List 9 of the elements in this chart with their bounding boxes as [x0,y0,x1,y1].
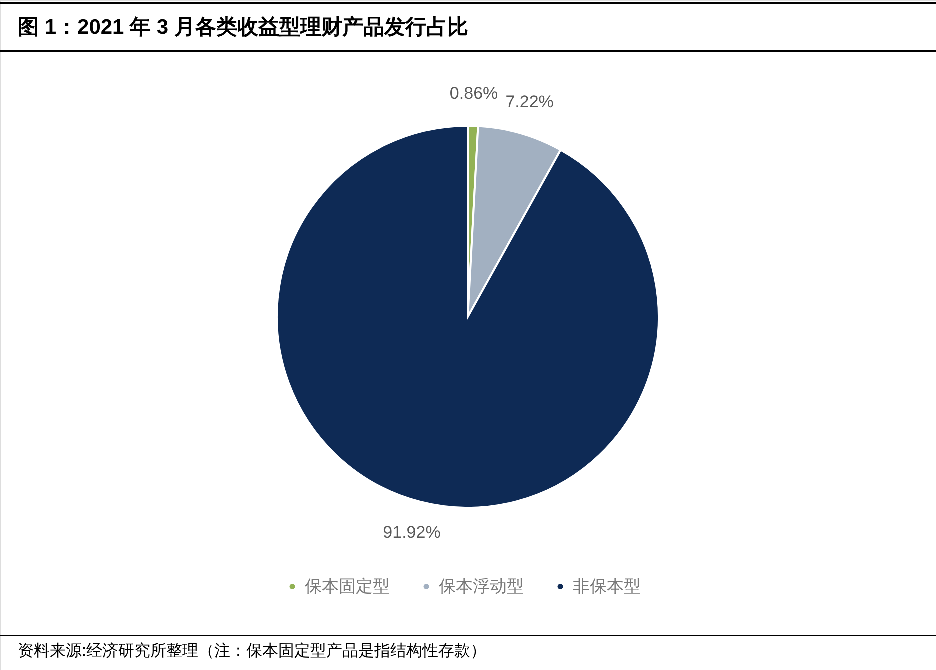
data-label: 91.92% [383,522,441,542]
text: 资料来源:经济研究所整理（注：保本固定型产品是指结构性存款） [18,642,486,660]
chart-title: 图 1：2021 年 3 月各类收益型理财产品发行占比 [18,15,468,39]
legend-label: 保本浮动型 [439,576,524,596]
data-label: 7.22% [506,92,554,112]
legend-label: 非保本型 [573,576,641,596]
legend-label: 保本固定型 [305,576,390,596]
pie-slice [276,125,660,509]
data-label: 0.86% [450,84,498,104]
